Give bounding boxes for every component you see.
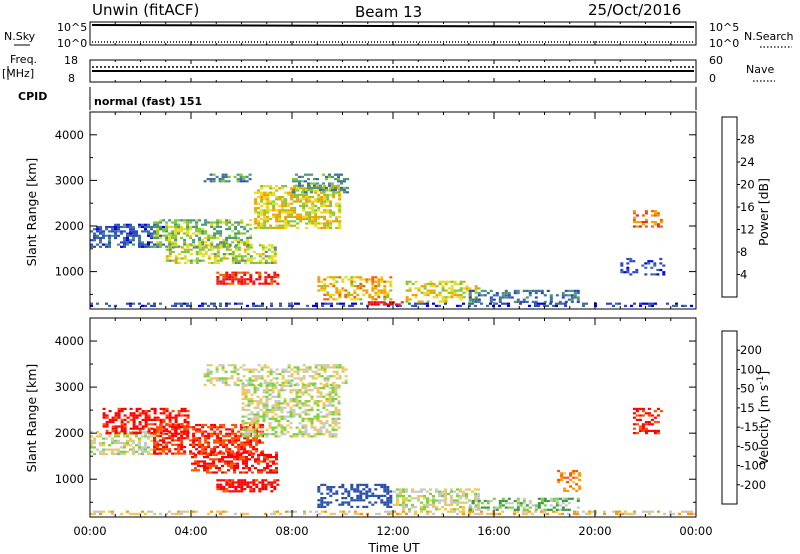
power-colorbar-label: Power [dB] (756, 178, 771, 246)
echo-region-13 (632, 210, 663, 228)
echo-region-5 (254, 185, 342, 229)
echo-region-3 (165, 244, 277, 264)
colorbar-tick-label: 50 (740, 382, 755, 396)
echo-region-4 (191, 451, 278, 474)
x-tick-label: 12:00 (376, 524, 409, 538)
colorbar-tick-label: 8 (740, 245, 747, 259)
colorbar-tick-label: -100 (740, 459, 766, 473)
power-panel (89, 111, 697, 310)
velocity-panel (89, 317, 697, 518)
nave-tick-bottom: 0 (709, 72, 716, 85)
y-tick-label: 4000 (55, 334, 84, 348)
x-axis-label: Time UT (367, 540, 420, 554)
echo-region-7 (203, 173, 252, 183)
nave-tick-top: 60 (709, 54, 723, 67)
echo-region-6 (241, 382, 341, 438)
echo-region-3 (153, 423, 265, 455)
y-tick-label: 3000 (55, 380, 84, 394)
echo-region-2 (153, 219, 253, 248)
nsky-panel: N.Sky 10^5 10^0 10^5 10^0 N.Search (4, 21, 794, 50)
x-tick-label: 20:00 (578, 524, 611, 538)
nsearch-label: N.Search (744, 30, 794, 43)
colorbar-tick-label: 4 (740, 268, 747, 282)
echo-region-12 (620, 257, 666, 276)
x-tick-label: 00:00 (679, 524, 712, 538)
nsearch-tick-top: 10^5 (709, 21, 739, 34)
nsky-label: N.Sky (4, 30, 36, 43)
power-colorbar: 28 24 20 16 12 8 4 (721, 116, 755, 298)
colorbar-tick-label: 20 (740, 178, 755, 192)
freq-panel: Freq. [MHz] 18 8 60 0 Nave (2, 53, 775, 85)
colorbar-tick-label: 16 (740, 200, 755, 214)
power-ylabel: Slant Range [km] (24, 158, 39, 267)
echo-region-6 (292, 173, 349, 194)
echo-region-9 (367, 301, 404, 306)
cpid-panel: CPID normal (fast) 151 (18, 87, 697, 110)
x-tick-label: 08:00 (275, 524, 308, 538)
nave-label: Nave (746, 63, 774, 76)
echo-region-8 (317, 276, 393, 301)
beam-title: Beam 13 (355, 3, 422, 21)
freq-unit: [MHz] (2, 67, 34, 80)
y-tick-label: 4000 (55, 128, 84, 142)
echo-region-2 (102, 407, 190, 435)
echo-region-7 (203, 364, 348, 387)
date-title: 25/Oct/2016 (588, 1, 681, 19)
cpid-value: normal (fast) 151 (94, 95, 202, 108)
colorbar-tick-label: 200 (740, 343, 762, 357)
echo-region-10 (405, 280, 481, 303)
colorbar-tick-label: 28 (740, 133, 755, 147)
echo-region-8 (317, 483, 393, 508)
colorbar-tick-label: -200 (740, 478, 766, 492)
echo-region-1 (90, 223, 165, 248)
echo-region-12 (632, 407, 663, 435)
x-tick-label: 16:00 (477, 524, 510, 538)
nsky-tick-bottom: 10^0 (57, 37, 87, 50)
x-tick-label: 04:00 (174, 524, 207, 538)
freq-label: Freq. (10, 53, 37, 66)
nsky-tick-top: 10^5 (57, 21, 87, 34)
colorbar-tick-label: 15 (740, 401, 755, 415)
velocity-colorbar: 200 100 50 15 -15 -50 -100 -200 (721, 330, 766, 505)
colorbar-tick-label: 12 (740, 223, 755, 237)
nsearch-tick-bottom: 10^0 (709, 37, 739, 50)
echo-region-4 (216, 271, 280, 285)
y-tick-label: 1000 (55, 472, 84, 486)
echo-region-5 (216, 479, 280, 493)
radar-title: Unwin (fitACF) (92, 1, 199, 19)
y-tick-label: 1000 (55, 265, 84, 279)
echo-region-11 (468, 289, 580, 303)
x-tick-label: 00:00 (73, 524, 106, 538)
echo-region-10 (468, 497, 580, 511)
y-tick-label: 2000 (55, 426, 84, 440)
echo-region-9 (393, 488, 480, 511)
velocity-colorbar-label: Velocity [m s-1] (756, 371, 771, 465)
freq-tick-bottom: 8 (68, 72, 75, 85)
y-tick-label: 2000 (55, 219, 84, 233)
velocity-ylabel: Slant Range [km] (24, 364, 39, 473)
y-tick-label: 3000 (55, 173, 84, 187)
echo-region-0 (90, 510, 696, 515)
colorbar-tick-label: -50 (740, 439, 759, 453)
colorbar-tick-label: 100 (740, 362, 762, 376)
echo-region-11 (557, 470, 582, 492)
colorbar-tick-label: -15 (740, 420, 759, 434)
cpid-label: CPID (18, 90, 47, 103)
freq-tick-top: 18 (64, 54, 78, 67)
colorbar-tick-label: 24 (740, 155, 755, 169)
